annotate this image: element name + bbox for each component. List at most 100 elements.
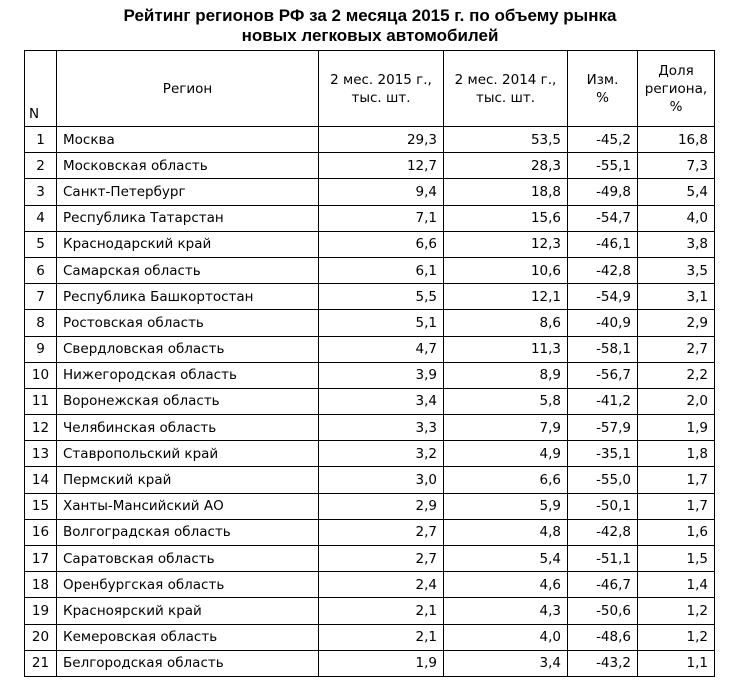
- cell-2014: 4,6: [443, 571, 568, 599]
- cell-change: -54,9: [567, 283, 638, 311]
- table-row: 4 Республика Татарстан 7,1 15,6 -54,7 4,0: [24, 204, 715, 232]
- table-row: 1 Москва 29,3 53,5 -45,2 16,8: [24, 125, 715, 154]
- table-row: 17 Саратовская область 2,7 5,4 -51,1 1,5: [24, 544, 715, 573]
- cell-share: 1,7: [637, 492, 715, 520]
- cell-2014: 5,9: [443, 492, 568, 520]
- cell-2015: 6,6: [318, 230, 444, 258]
- cell-region: Нижегородская область: [56, 361, 319, 389]
- table-row: 7 Республика Башкортостан 5,5 12,1 -54,9 3,1: [24, 283, 715, 311]
- cell-2015: 3,0: [318, 466, 444, 494]
- cell-share: 3,8: [637, 230, 715, 258]
- cell-2014: 5,4: [443, 544, 568, 573]
- table-row: 3 Санкт-Петербург 9,4 18,8 -49,8 5,4: [24, 178, 715, 206]
- table-row: 10 Нижегородская область 3,9 8,9 -56,7 2,2: [24, 361, 715, 389]
- cell-2014: 12,1: [443, 283, 568, 311]
- cell-share: 1,4: [637, 571, 715, 599]
- cell-share: 1,5: [637, 544, 715, 573]
- cell-n: 2: [24, 152, 57, 180]
- cell-2015: 2,9: [318, 492, 444, 520]
- cell-region: Воронежская область: [56, 387, 319, 416]
- cell-2015: 3,9: [318, 361, 444, 389]
- cell-share: 2,2: [637, 361, 715, 389]
- cell-n: 9: [24, 335, 57, 363]
- cell-share: 1,7: [637, 466, 715, 494]
- table-row: 21 Белгородская область 1,9 3,4 -43,2 1,1: [24, 649, 715, 677]
- cell-change: -56,7: [567, 361, 638, 389]
- header-change: Изм.%: [567, 50, 638, 127]
- cell-share: 2,7: [637, 335, 715, 363]
- cell-2014: 8,6: [443, 309, 568, 337]
- cell-share: 5,4: [637, 178, 715, 206]
- table-row: 20 Кемеровская область 2,1 4,0 -48,6 1,2: [24, 623, 715, 651]
- cell-region: Самарская область: [56, 256, 319, 285]
- cell-n: 6: [24, 256, 57, 285]
- cell-2014: 5,8: [443, 387, 568, 416]
- cell-change: -40,9: [567, 309, 638, 337]
- table-row: 5 Краснодарский край 6,6 12,3 -46,1 3,8: [24, 230, 715, 258]
- cell-share: 4,0: [637, 204, 715, 232]
- cell-change: -41,2: [567, 387, 638, 416]
- cell-change: -57,9: [567, 414, 638, 442]
- table-row: 18 Оренбургская область 2,4 4,6 -46,7 1,4: [24, 571, 715, 599]
- cell-region: Республика Башкортостан: [56, 283, 319, 311]
- cell-n: 21: [24, 649, 57, 677]
- cell-2014: 8,9: [443, 361, 568, 389]
- table-row: 13 Ставропольский край 3,2 4,9 -35,1 1,8: [24, 440, 715, 468]
- cell-region: Челябинская область: [56, 414, 319, 442]
- cell-2015: 2,7: [318, 544, 444, 573]
- cell-2015: 2,4: [318, 571, 444, 599]
- table-row: 16 Волгоградская область 2,7 4,8 -42,8 1,6: [24, 518, 715, 547]
- cell-n: 3: [24, 178, 57, 206]
- cell-region: Краснодарский край: [56, 230, 319, 258]
- cell-2015: 2,1: [318, 597, 444, 625]
- cell-n: 17: [24, 544, 57, 573]
- cell-2015: 6,1: [318, 256, 444, 285]
- cell-region: Ставропольский край: [56, 440, 319, 468]
- cell-n: 4: [24, 204, 57, 232]
- cell-region: Красноярский край: [56, 597, 319, 625]
- cell-n: 1: [24, 125, 57, 154]
- cell-share: 3,5: [637, 256, 715, 285]
- cell-change: -49,8: [567, 178, 638, 206]
- cell-2014: 4,3: [443, 597, 568, 625]
- cell-2014: 12,3: [443, 230, 568, 258]
- title-line-1: Рейтинг регионов РФ за 2 месяца 2015 г. …: [123, 6, 617, 25]
- cell-region: Москва: [56, 125, 319, 154]
- cell-2015: 5,1: [318, 309, 444, 337]
- cell-change: -55,1: [567, 152, 638, 180]
- cell-n: 20: [24, 623, 57, 651]
- rating-table: N Регион 2 мес. 2015 г., тыс. шт. 2 мес. …: [24, 50, 715, 677]
- cell-region: Республика Татарстан: [56, 204, 319, 232]
- cell-n: 10: [24, 361, 57, 389]
- cell-change: -48,6: [567, 623, 638, 651]
- cell-change: -50,1: [567, 492, 638, 520]
- title-line-2: новых легковых автомобилей: [241, 26, 499, 45]
- cell-2014: 18,8: [443, 178, 568, 206]
- cell-2015: 2,7: [318, 518, 444, 547]
- cell-change: -42,8: [567, 518, 638, 547]
- cell-2014: 4,9: [443, 440, 568, 468]
- cell-change: -58,1: [567, 335, 638, 363]
- cell-2014: 10,6: [443, 256, 568, 285]
- cell-share: 3,1: [637, 283, 715, 311]
- cell-n: 13: [24, 440, 57, 468]
- table-row: 19 Красноярский край 2,1 4,3 -50,6 1,2: [24, 597, 715, 625]
- cell-2014: 15,6: [443, 204, 568, 232]
- cell-share: 2,9: [637, 309, 715, 337]
- cell-region: Ростовская область: [56, 309, 319, 337]
- cell-2015: 29,3: [318, 125, 444, 154]
- cell-region: Волгоградская область: [56, 518, 319, 547]
- cell-change: -51,1: [567, 544, 638, 573]
- cell-change: -55,0: [567, 466, 638, 494]
- header-2015: 2 мес. 2015 г., тыс. шт.: [318, 50, 444, 127]
- cell-2014: 3,4: [443, 649, 568, 677]
- cell-n: 12: [24, 414, 57, 442]
- cell-change: -35,1: [567, 440, 638, 468]
- cell-2015: 5,5: [318, 283, 444, 311]
- cell-change: -46,1: [567, 230, 638, 258]
- table-row: 14 Пермский край 3,0 6,6 -55,0 1,7: [24, 466, 715, 494]
- cell-2015: 4,7: [318, 335, 444, 363]
- cell-n: 7: [24, 283, 57, 311]
- table-row: 2 Московская область 12,7 28,3 -55,1 7,3: [24, 152, 715, 180]
- cell-change: -45,2: [567, 125, 638, 154]
